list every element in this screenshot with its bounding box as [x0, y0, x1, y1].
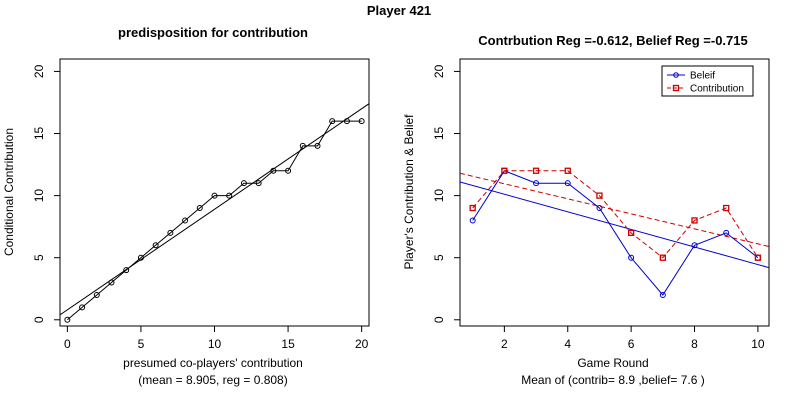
right-x-axis-sublabel: Mean of (contrib= 8.9 ,belief= 7.6 )	[521, 373, 704, 387]
left-data-point-circle	[299, 142, 306, 149]
right-data-point-circle	[691, 242, 698, 249]
left-x-axis-sublabel: (mean = 8.905, reg = 0.808)	[138, 373, 287, 387]
left-y-tick-label: 10	[32, 189, 46, 203]
left-data-point-circle	[358, 118, 365, 125]
right-series-line-1	[472, 170, 759, 259]
left-data-point-circle	[196, 205, 203, 212]
left-data-point-circle	[64, 316, 71, 323]
right-chart-title: Contrbution Reg =-0.612, Belief Reg =-0.…	[478, 33, 747, 48]
left-chart-title: predisposition for contribution	[118, 25, 308, 40]
right-x-axis-label: Game Round	[577, 356, 648, 370]
right-y-axis-label: Player's Contribution & Belief	[402, 114, 416, 270]
left-y-tick-label: 0	[32, 316, 46, 323]
right-y-tick-label: 15	[432, 127, 446, 141]
left-y-axis-label: Conditional Contribution	[2, 128, 16, 256]
right-data-point-circle	[754, 254, 761, 261]
right-chart-panel: Contrbution Reg =-0.612, Belief Reg =-0.…	[402, 33, 770, 387]
left-data-point-circle	[314, 142, 321, 149]
right-legend: Beleif Contribution	[661, 65, 754, 97]
right-x-tick-label: 4	[564, 337, 571, 351]
figure-title: Player 421	[367, 3, 431, 18]
right-data-point-square	[659, 254, 666, 261]
right-data-point-square	[532, 167, 540, 174]
left-data-point-circle	[93, 291, 100, 298]
left-data-point-circle	[182, 217, 189, 224]
right-x-tick-label: 8	[691, 337, 698, 351]
left-data-point-circle	[285, 167, 292, 174]
left-data-point-circle	[137, 254, 144, 261]
left-data-point-circle	[343, 118, 350, 125]
left-data-point-circle	[152, 242, 159, 249]
left-chart-panel: predisposition for contribution presumed…	[2, 25, 370, 387]
left-data-point-circle	[255, 180, 262, 187]
right-data-point-square	[627, 229, 635, 237]
right-regression-line	[460, 181, 769, 269]
right-data-point-square	[469, 204, 476, 212]
legend-label-1: Contribution	[690, 84, 744, 95]
right-x-tick-label: 6	[628, 337, 635, 351]
left-data-point-circle	[211, 192, 218, 199]
left-x-tick-label: 20	[355, 337, 369, 351]
right-data-point-circle	[628, 254, 635, 261]
left-data-point-circle	[108, 279, 115, 286]
right-data-point-square	[564, 167, 571, 174]
right-data-point-square	[596, 192, 603, 199]
right-x-tick-label: 2	[501, 337, 508, 351]
right-data-point-circle	[659, 291, 666, 298]
left-data-point-circle	[240, 180, 247, 187]
right-x-tick-label: 10	[751, 337, 765, 351]
right-data-point-circle	[533, 180, 540, 187]
right-data-point-circle	[723, 229, 730, 236]
left-data-point-circle	[270, 167, 277, 174]
left-data-point-circle	[79, 304, 86, 311]
left-x-tick-label: 10	[208, 337, 222, 351]
left-plot-frame	[59, 58, 370, 327]
left-data-point-circle	[167, 229, 174, 236]
legend-label-0: Beleif	[690, 71, 715, 82]
left-x-axis-label: presumed co-players' contribution	[123, 356, 303, 370]
right-regression-line	[460, 172, 769, 248]
right-plot-frame	[459, 58, 770, 327]
right-data-point-circle	[596, 205, 603, 212]
left-x-tick-label: 15	[281, 337, 295, 351]
right-y-tick-label: 5	[432, 254, 446, 261]
right-data-point-square	[754, 254, 762, 261]
right-series-line-0	[472, 170, 759, 296]
right-data-point-square	[723, 204, 730, 212]
legend-marker-square	[672, 84, 680, 92]
right-data-point-square	[501, 167, 508, 174]
right-y-tick-label: 20	[432, 64, 446, 78]
left-data-point-circle	[226, 192, 233, 199]
left-data-point-circle	[123, 267, 130, 274]
left-x-tick-label: 0	[64, 337, 71, 351]
legend-marker-circle	[673, 72, 679, 78]
left-y-tick-label: 20	[32, 64, 46, 78]
left-data-point-circle	[329, 118, 336, 125]
left-y-tick-label: 15	[32, 127, 46, 141]
right-y-tick-label: 0	[432, 316, 446, 323]
right-data-point-circle	[564, 180, 571, 187]
right-data-point-circle	[469, 217, 476, 224]
left-series-line-0	[67, 120, 362, 321]
left-x-tick-label: 5	[138, 337, 145, 351]
right-data-point-square	[691, 217, 698, 224]
left-y-tick-label: 5	[32, 254, 46, 261]
right-y-tick-label: 10	[432, 189, 446, 203]
left-regression-line	[60, 103, 369, 316]
